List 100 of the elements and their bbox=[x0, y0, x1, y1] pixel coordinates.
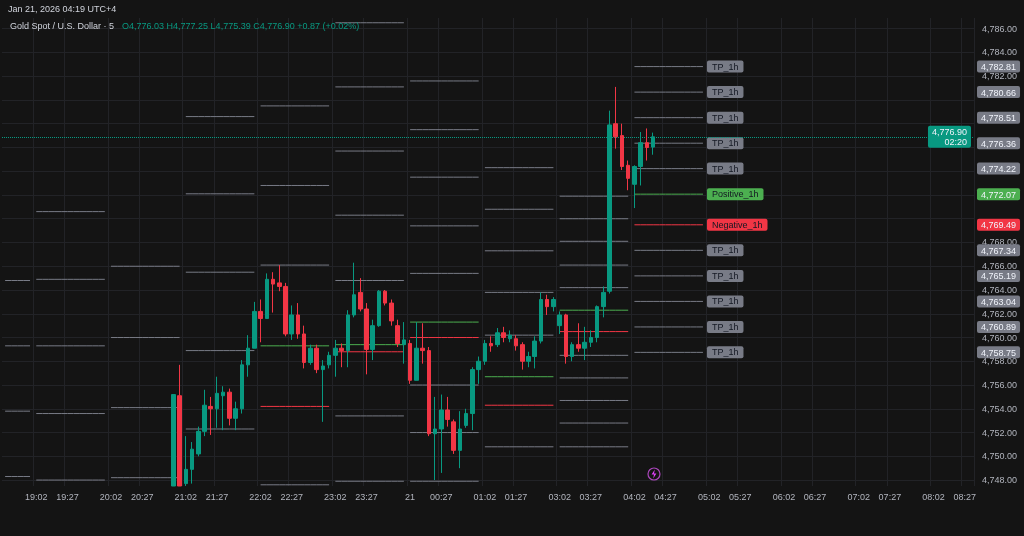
x-tick-label: 03:02 bbox=[548, 491, 571, 502]
candlestick bbox=[252, 301, 257, 349]
candlestick bbox=[289, 304, 294, 341]
y-tick-label: 4,786.00 bbox=[982, 23, 1018, 34]
candlestick bbox=[589, 329, 593, 348]
candlestick bbox=[551, 296, 556, 312]
x-tick-label: 21:27 bbox=[205, 491, 229, 502]
series-label: TP_1h bbox=[711, 87, 739, 98]
candlestick bbox=[495, 327, 500, 348]
y-tick-label: 4,764.00 bbox=[982, 285, 1018, 296]
candlestick bbox=[240, 359, 244, 415]
y2-tick-label: 4,774.22 bbox=[981, 164, 1017, 175]
x-tick-label: 03:27 bbox=[579, 491, 603, 502]
candlestick bbox=[352, 262, 356, 318]
candlestick bbox=[451, 418, 456, 455]
candlestick bbox=[233, 401, 238, 431]
candlestick bbox=[489, 335, 493, 353]
series-label: Negative_1h bbox=[711, 219, 763, 230]
chart-subtitle: Jan 21, 2026 04:19 UTC+4 bbox=[8, 4, 117, 15]
candlestick bbox=[464, 408, 468, 429]
candlestick bbox=[645, 127, 649, 162]
y2-tick-label: 4,760.89 bbox=[981, 322, 1017, 333]
series-label: TP_1h bbox=[711, 138, 739, 149]
candlestick bbox=[271, 271, 275, 314]
candlestick bbox=[427, 346, 431, 437]
x-tick-label: 00:27 bbox=[430, 491, 453, 502]
candlestick bbox=[402, 321, 406, 365]
y-tick-label: 4,748.00 bbox=[982, 475, 1018, 486]
y2-tick-label: 4,780.66 bbox=[981, 87, 1017, 98]
x-tick-label: 19:02 bbox=[25, 491, 48, 502]
x-tick-label: 04:27 bbox=[654, 491, 677, 502]
y-tick-label: 4,766.00 bbox=[982, 261, 1018, 272]
candlestick bbox=[414, 321, 419, 381]
series-label: TP_1h bbox=[711, 163, 739, 174]
y2-tick-label: 4,765.19 bbox=[981, 271, 1017, 282]
x-tick-label: 07:27 bbox=[878, 491, 902, 502]
candlestick bbox=[215, 376, 219, 429]
x-tick-label: 21:02 bbox=[174, 491, 198, 502]
candlestick bbox=[308, 344, 313, 366]
y-tick-label: 4,760.00 bbox=[982, 332, 1018, 343]
candlestick bbox=[439, 394, 444, 474]
x-tick-label: 08:27 bbox=[953, 491, 976, 502]
x-tick-label: 01:27 bbox=[504, 491, 528, 502]
candlestick bbox=[595, 304, 599, 343]
y2-tick-label: 4,782.81 bbox=[981, 62, 1017, 73]
x-tick-label: 07:02 bbox=[847, 491, 870, 502]
candlestick bbox=[520, 341, 525, 371]
y-tick-label: 4,762.00 bbox=[982, 308, 1018, 319]
candlestick bbox=[265, 272, 269, 320]
candlestick bbox=[383, 289, 387, 306]
y-tick-label: 4,756.00 bbox=[982, 380, 1018, 391]
candlestick bbox=[389, 299, 394, 327]
y-tick-label: 4,752.00 bbox=[982, 427, 1018, 438]
x-tick-label: 20:02 bbox=[99, 491, 123, 502]
series-label: TP_1h bbox=[711, 321, 739, 332]
x-tick-label: 21 bbox=[405, 491, 416, 502]
series-label: TP_1h bbox=[711, 112, 739, 123]
candlestick bbox=[501, 326, 506, 343]
candlestick bbox=[221, 385, 225, 431]
y-tick-label: 4,754.00 bbox=[982, 403, 1018, 414]
candlestick bbox=[296, 302, 300, 340]
candlestick bbox=[514, 334, 518, 352]
candlestick bbox=[539, 291, 543, 344]
candlestick bbox=[177, 364, 182, 487]
candlestick bbox=[302, 325, 306, 369]
y-tick-label: 4,782.00 bbox=[982, 71, 1018, 82]
series-label: Positive_1h bbox=[711, 189, 759, 200]
candlestick bbox=[208, 396, 213, 436]
candlestick bbox=[171, 394, 176, 487]
candlestick bbox=[314, 344, 319, 374]
candlestick bbox=[508, 329, 512, 343]
y-tick-label: 4,750.00 bbox=[982, 451, 1018, 462]
y2-tick-label: 4,776.36 bbox=[981, 138, 1017, 149]
x-tick-label: 22:02 bbox=[249, 491, 272, 502]
series-label: TP_1h bbox=[711, 270, 739, 281]
x-tick-label: 23:27 bbox=[355, 491, 378, 502]
x-tick-label: 05:27 bbox=[729, 491, 752, 502]
y2-tick-label: 4,778.51 bbox=[981, 113, 1017, 124]
y2-tick-label: 4,769.49 bbox=[981, 220, 1017, 231]
candlestick bbox=[545, 294, 549, 316]
candlestick bbox=[458, 410, 462, 469]
candlestick bbox=[333, 339, 338, 378]
candlestick bbox=[613, 86, 618, 150]
series-label: TP_1h bbox=[711, 245, 739, 256]
x-tick-label: 08:02 bbox=[922, 491, 945, 502]
candlestick bbox=[258, 299, 263, 343]
candlestick bbox=[190, 441, 194, 485]
x-tick-label: 06:27 bbox=[803, 491, 827, 502]
candlestick bbox=[601, 285, 606, 318]
candlestick bbox=[346, 309, 350, 368]
y-tick-label: 4,768.00 bbox=[982, 237, 1018, 248]
x-tick-label: 22:27 bbox=[280, 491, 303, 502]
candlestick bbox=[395, 319, 400, 348]
candlestick bbox=[246, 334, 250, 378]
candlestick bbox=[433, 396, 437, 481]
chart-title: Gold Spot / U.S. Dollar · 5 bbox=[10, 21, 115, 32]
candlestick bbox=[620, 123, 624, 171]
candlestick bbox=[483, 339, 487, 366]
y-tick-label: 4,784.00 bbox=[982, 47, 1018, 58]
y2-tick-label: 4,772.07 bbox=[981, 189, 1017, 200]
